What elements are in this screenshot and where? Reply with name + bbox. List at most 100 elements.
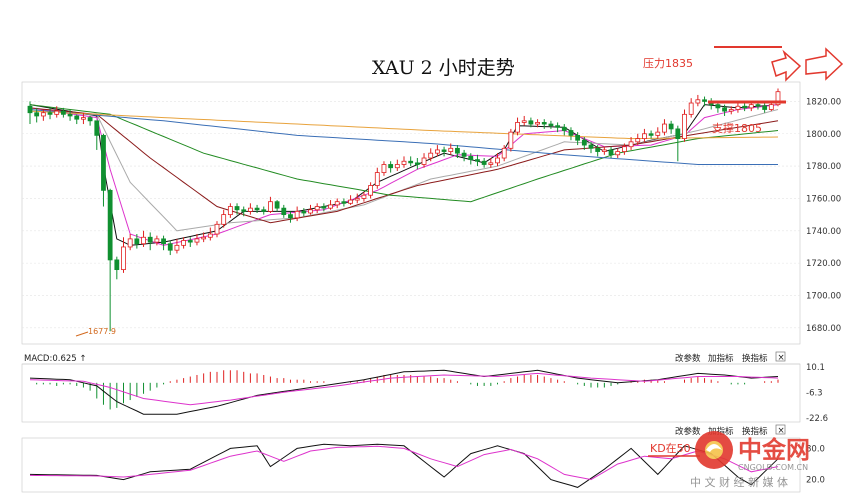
brand-name: 中金网 bbox=[738, 436, 810, 464]
kdj-series bbox=[29, 443, 779, 488]
main-y-tick-label: 1720.00 bbox=[806, 259, 841, 269]
candle-body bbox=[508, 131, 514, 149]
candle-body bbox=[541, 122, 547, 125]
kdj-close-icon[interactable]: × bbox=[778, 426, 785, 436]
candle-body bbox=[662, 123, 667, 133]
candle-body bbox=[575, 134, 581, 141]
main-y-tick-label: 1740.00 bbox=[806, 227, 841, 237]
macd-swap-indicator-link[interactable]: 换指标 bbox=[742, 353, 768, 364]
candle-body bbox=[655, 131, 661, 136]
candle-body bbox=[608, 149, 614, 156]
candle-body bbox=[448, 147, 454, 152]
candle-body bbox=[495, 157, 500, 164]
candle-body bbox=[40, 112, 46, 117]
candle-body bbox=[561, 126, 567, 131]
candle-body bbox=[535, 122, 540, 125]
kdj-change-params-link[interactable]: 改参数 bbox=[675, 426, 701, 437]
candle-body bbox=[294, 210, 300, 219]
candle-body bbox=[588, 144, 594, 149]
candle-body bbox=[468, 155, 474, 161]
candle-body bbox=[628, 141, 634, 148]
candle-body bbox=[34, 112, 40, 117]
candle-body bbox=[581, 139, 587, 146]
candle-body bbox=[194, 238, 200, 243]
candle-body bbox=[348, 199, 353, 204]
kdj-add-indicator-link[interactable]: 加指标 bbox=[708, 426, 734, 437]
candle-body bbox=[428, 152, 434, 159]
candle-body bbox=[141, 236, 146, 245]
kdj-y-axis: 80.0 20.0 bbox=[806, 444, 825, 485]
macd-close-box[interactable] bbox=[775, 351, 786, 362]
main-panel: 1820.00 1800.00 1780.00 1760.00 1740.00 1720.… bbox=[21, 57, 841, 345]
main-grid bbox=[22, 101, 800, 329]
candle-body bbox=[434, 149, 440, 154]
main-y-tick-label: 1800.00 bbox=[806, 130, 841, 140]
brand-logo-inner-icon bbox=[705, 441, 723, 459]
candle-body bbox=[147, 236, 153, 243]
moving-averages bbox=[29, 104, 779, 246]
candle-body bbox=[187, 240, 193, 243]
candle-body bbox=[308, 209, 313, 214]
candle-body bbox=[515, 122, 520, 133]
candle-body bbox=[768, 104, 774, 110]
candle-body bbox=[134, 238, 140, 245]
candle-body bbox=[421, 157, 427, 165]
main-y-tick-label: 1680.00 bbox=[806, 324, 841, 334]
main-y-tick-label: 1760.00 bbox=[806, 194, 841, 204]
kdj-k-line bbox=[29, 443, 779, 488]
candle-body bbox=[595, 147, 601, 152]
kdj-swap-indicator-link[interactable]: 换指标 bbox=[742, 426, 768, 437]
candle-body bbox=[601, 149, 607, 152]
candle-body bbox=[695, 99, 701, 104]
candle-body bbox=[735, 105, 741, 110]
brand-tagline: 中 文 财 经 新 媒 体 bbox=[690, 475, 788, 489]
candle-body bbox=[207, 233, 213, 238]
candle-body bbox=[201, 236, 207, 240]
candle-body bbox=[762, 105, 768, 110]
candle-body bbox=[501, 147, 507, 159]
candle-body bbox=[374, 172, 380, 186]
macd-dea-line bbox=[29, 372, 779, 406]
watermark: 中金网 CNGOLD.COM.CN 中 文 财 经 新 媒 体 bbox=[690, 431, 810, 489]
moving-average-line bbox=[29, 110, 779, 140]
candle-body bbox=[281, 207, 287, 216]
candle-body bbox=[314, 206, 320, 211]
kdj-close-box[interactable] bbox=[775, 424, 786, 435]
annotations: 压力1835 支撑1805 1677.9 bbox=[75, 46, 844, 337]
candle-body bbox=[341, 201, 347, 204]
candle-body bbox=[388, 164, 394, 169]
candle-body bbox=[274, 201, 280, 209]
candle-body bbox=[27, 105, 33, 114]
candle-body bbox=[615, 151, 621, 156]
candle-body bbox=[161, 238, 166, 245]
close-icon[interactable]: × bbox=[778, 353, 785, 363]
candle-body bbox=[107, 189, 113, 261]
candle-body bbox=[668, 123, 674, 130]
candle-body bbox=[47, 112, 53, 115]
candle-body bbox=[555, 125, 561, 128]
candle-body bbox=[268, 201, 273, 212]
candle-body bbox=[688, 102, 694, 115]
candle-body bbox=[755, 104, 761, 107]
kdj-d-line bbox=[29, 445, 779, 481]
macd-change-params-link[interactable]: 改参数 bbox=[675, 353, 701, 364]
macd-y-tick-label: -6.3 bbox=[806, 389, 823, 399]
candle-body bbox=[568, 130, 574, 136]
candle-body bbox=[227, 206, 233, 216]
candle-body bbox=[167, 243, 173, 251]
candle-body bbox=[481, 160, 487, 165]
candle-body bbox=[675, 128, 681, 140]
main-panel-frame bbox=[21, 81, 801, 345]
low-marker-line bbox=[75, 331, 89, 337]
candle-body bbox=[254, 207, 260, 211]
candle-body bbox=[67, 113, 73, 117]
candle-body bbox=[288, 214, 293, 219]
candle-body bbox=[742, 105, 748, 109]
candle-body bbox=[221, 214, 227, 225]
candle-body bbox=[642, 133, 647, 140]
candle-body bbox=[301, 210, 307, 214]
candle-body bbox=[488, 162, 494, 165]
macd-add-indicator-link[interactable]: 加指标 bbox=[708, 353, 734, 364]
candle-body bbox=[214, 223, 220, 235]
candle-body bbox=[101, 134, 106, 191]
